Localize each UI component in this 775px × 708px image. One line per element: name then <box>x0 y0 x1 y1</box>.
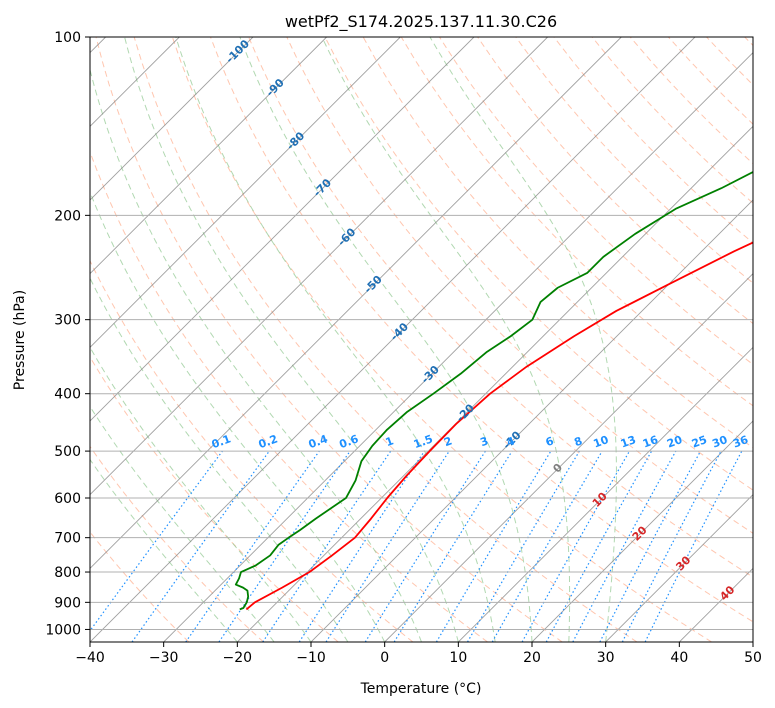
moist-adiabat-9 <box>321 37 571 642</box>
x-axis-label: Temperature (°C) <box>360 681 482 697</box>
moist-adiabat-6 <box>124 37 459 642</box>
mixing-ratio-line-4 <box>262 450 392 642</box>
temperature-profile <box>245 241 753 611</box>
y-tick-label: 900 <box>54 595 81 611</box>
dry-adiabat-7 <box>171 37 712 642</box>
mixing-ratio-label: 16 <box>641 433 660 451</box>
moist-adiabat-4 <box>90 190 386 642</box>
y-tick-label: 400 <box>54 387 81 403</box>
mixing-ratio-line-3 <box>218 450 351 642</box>
mixing-ratio-line-17 <box>644 450 743 642</box>
mixing-ratio-label: 0.4 <box>307 432 330 451</box>
isotherm-10 <box>458 346 753 642</box>
y-tick-label: 700 <box>54 531 81 547</box>
y-tick-label: 100 <box>54 30 81 46</box>
sounding-profiles <box>234 171 753 611</box>
isotherm-20 <box>531 420 753 642</box>
moist-adiabat-8 <box>239 37 533 642</box>
mixing-ratio-line-1 <box>131 450 270 642</box>
y-tick-label: 600 <box>54 491 81 507</box>
mixing-ratio-line-0 <box>90 450 223 632</box>
isotherm--10 <box>310 199 753 642</box>
x-tick-label: 30 <box>597 650 615 666</box>
mixing-ratio-label: 1.5 <box>412 432 435 451</box>
y-axis-label: Pressure (hPa) <box>12 290 28 390</box>
mixing-ratio-label: 0.1 <box>210 432 233 451</box>
x-tick-label: 10 <box>449 650 467 666</box>
x-tick-label: 50 <box>744 650 762 666</box>
mixing-ratio-line-12 <box>521 450 631 642</box>
dry-adiabat-9 <box>248 37 753 578</box>
mixing-ratio-label: 1 <box>384 434 396 449</box>
mixing-ratio-label: 13 <box>619 433 638 450</box>
dry-adiabat-8 <box>210 37 753 623</box>
mixing-ratio-label: 20 <box>665 433 684 451</box>
isotherm--40 <box>90 37 696 642</box>
dry-adiabat-6 <box>133 37 638 642</box>
x-tick-label: −40 <box>75 650 105 666</box>
y-tick-label: 1000 <box>45 622 81 638</box>
mixing-ratio-label: 10 <box>592 433 611 451</box>
isotherm--60 <box>90 37 548 496</box>
mixing-ratio-label: 0.2 <box>257 432 280 451</box>
background-lines <box>90 37 753 642</box>
mixing-ratio-line-5 <box>298 450 425 642</box>
mixing-ratio-label: 8 <box>572 434 584 449</box>
mixing-ratio-line-2 <box>185 450 320 642</box>
isotherm--30 <box>163 52 753 642</box>
moist-adiabat-1 <box>90 405 275 642</box>
mixing-ratio-line-6 <box>325 450 450 642</box>
moist-adiabat-10 <box>429 37 617 642</box>
isotherm--90 <box>90 37 327 275</box>
y-tick-label: 800 <box>54 565 81 581</box>
mixing-ratio-label: 36 <box>731 433 750 451</box>
y-tick-label: 300 <box>54 313 81 329</box>
isotherm-0 <box>384 273 753 642</box>
isotherm--70 <box>90 37 475 422</box>
x-tick-label: −20 <box>223 650 253 666</box>
mixing-ratio-line-14 <box>572 450 677 642</box>
pressure-gridlines <box>90 37 753 630</box>
moist-adiabat-0 <box>90 458 238 642</box>
mixing-ratio-label: 30 <box>710 433 729 451</box>
mixing-ratio-label: 3 <box>478 434 490 449</box>
mixing-ratio-line-8 <box>393 450 513 642</box>
dry-adiabat-2 <box>90 356 339 642</box>
mixing-ratio-line-13 <box>545 450 653 642</box>
moist-adiabat-3 <box>90 277 349 642</box>
mixing-ratio-label: 25 <box>690 433 709 450</box>
isotherm--20 <box>237 125 753 642</box>
x-tick-label: 0 <box>380 650 389 666</box>
isotherm-30 <box>605 494 753 642</box>
mixing-ratio-label: 6 <box>544 434 556 449</box>
moist-adiabat-7 <box>175 37 496 642</box>
mixing-ratio-label: 4 <box>505 434 517 449</box>
isotherm--80 <box>90 37 401 348</box>
mixing-ratio-label: 0.6 <box>338 432 361 451</box>
x-axis-ticks: −40 −30 −20 −10 0 10 20 30 40 50 <box>75 642 762 666</box>
x-tick-label: −10 <box>296 650 326 666</box>
chart-title: wetPf2_S174.2025.137.11.30.C26 <box>285 12 557 32</box>
dry-adiabat-3 <box>90 259 414 642</box>
mixing-ratio-labels: 0.1 0.2 0.4 0.6 1 1.5 2 3 4 6 8 10 13 16 20 25 30 36 <box>210 432 750 451</box>
x-tick-label: 40 <box>670 650 688 666</box>
dry-adiabat-16 <box>515 37 753 284</box>
plot-frame <box>89 36 754 643</box>
isotherm--50 <box>90 37 622 569</box>
dewpoint-profile <box>234 171 753 611</box>
dry-adiabat-11 <box>324 37 753 491</box>
x-tick-label: −30 <box>149 650 179 666</box>
dry-adiabat-10 <box>286 37 753 534</box>
y-axis-ticks: 1000 900 800 700 600 500 400 300 200 100 <box>45 30 90 638</box>
x-tick-label: 20 <box>523 650 541 666</box>
dry-adiabat-1 <box>90 445 264 642</box>
mixing-ratio-label: 2 <box>442 434 454 449</box>
moist-adiabat-5 <box>90 67 422 642</box>
isotherm--100 <box>90 37 254 201</box>
y-tick-label: 200 <box>54 208 81 224</box>
y-tick-label: 500 <box>54 444 81 460</box>
dry-adiabat-5 <box>95 37 563 642</box>
